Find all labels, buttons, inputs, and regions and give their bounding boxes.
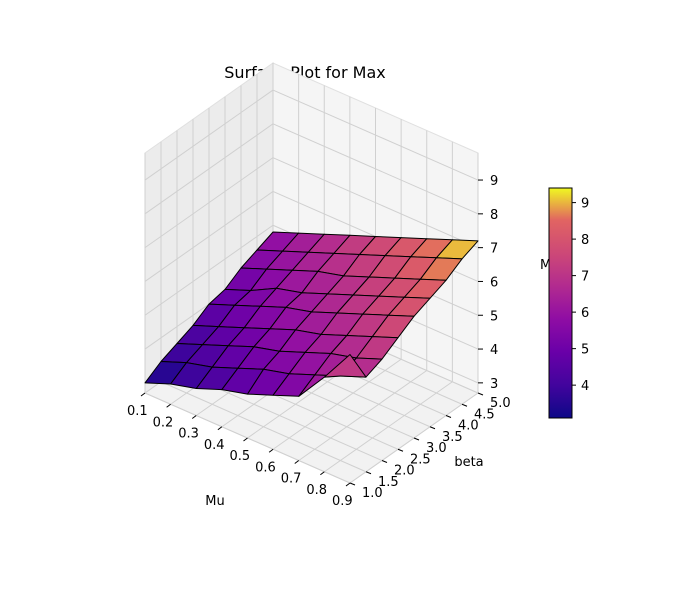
x-tick-mark [140, 392, 146, 397]
x-axis-label: Mu [205, 494, 224, 509]
x-tick-mark [294, 460, 300, 464]
colorbar-tick-label: 4 [581, 379, 589, 394]
x-tick-label: 0.3 [178, 427, 199, 442]
x-tick-mark [191, 415, 197, 419]
x-tick-mark [320, 471, 325, 476]
grid-line-z [144, 123, 274, 215]
grid-line-z [144, 89, 274, 181]
colorbar-tick-label: 5 [581, 343, 589, 358]
grid-line-z [144, 191, 274, 282]
grid-line-z [272, 123, 479, 215]
grid-line-z [272, 157, 479, 249]
y-tick-label: 4.0 [458, 419, 479, 434]
y-tick-label: 1.0 [362, 486, 383, 501]
z-tick-label: 9 [490, 174, 498, 189]
x-tick-label: 0.8 [306, 483, 327, 498]
colorbar-tick-label: 8 [581, 233, 589, 248]
y-tick-label: 3.5 [442, 430, 463, 445]
z-tick-label: 6 [490, 275, 498, 290]
axis-ticks: 0.10.20.30.40.50.60.70.80.91.01.52.02.53… [127, 174, 511, 509]
colorbar-tick-label: 9 [581, 197, 589, 212]
x-tick-mark [243, 437, 248, 442]
x-tick-label: 0.4 [204, 438, 225, 453]
x-tick-mark [268, 448, 274, 453]
y-axis-label: beta [454, 455, 483, 470]
z-tick-label: 3 [490, 377, 498, 392]
y-tick-mark [397, 448, 404, 452]
x-tick-mark [166, 403, 171, 408]
z-tick-label: 7 [490, 242, 498, 257]
y-tick-label: 4.5 [474, 407, 495, 422]
x-tick-mark [217, 426, 223, 431]
grid-line-y [160, 381, 367, 473]
grid-line-z [144, 157, 274, 249]
x-tick-label: 0.6 [255, 460, 276, 475]
surface-face [323, 354, 367, 378]
x-tick-label: 0.2 [153, 415, 174, 430]
y-tick-mark [445, 415, 452, 418]
surface-mesh [144, 231, 479, 397]
y-tick-mark [349, 482, 356, 486]
y-tick-label: 5.0 [490, 396, 511, 411]
y-tick-mark [461, 403, 468, 407]
grid-line-z [144, 224, 274, 316]
colorbar-ticks: 4 5 6 7 8 9 [572, 197, 589, 394]
y-tick-mark [477, 392, 484, 396]
colorbar-tick-label: 7 [581, 270, 589, 285]
colorbar-gradient [548, 187, 573, 419]
z-tick-label: 5 [490, 309, 498, 324]
grid-line-z [272, 89, 479, 181]
colorbar-tick-label: 6 [581, 306, 589, 321]
y-tick-label: 2.0 [394, 464, 415, 479]
z-tick-label: 8 [490, 208, 498, 223]
colorbar: 4 5 6 7 8 9 [548, 187, 589, 419]
z-tick-label: 4 [490, 343, 498, 358]
y-tick-mark [365, 471, 372, 475]
y-tick-mark [381, 460, 388, 463]
x-tick-mark [345, 482, 351, 487]
y-tick-label: 1.5 [378, 475, 399, 490]
x-tick-label: 0.9 [332, 494, 353, 509]
x-tick-label: 0.7 [281, 472, 302, 487]
y-tick-label: 3.0 [426, 441, 447, 456]
x-tick-label: 0.1 [127, 404, 148, 419]
x-tick-label: 0.5 [230, 449, 251, 464]
y-tick-mark [429, 426, 436, 430]
y-tick-label: 2.5 [410, 452, 431, 467]
y-tick-mark [413, 437, 420, 441]
